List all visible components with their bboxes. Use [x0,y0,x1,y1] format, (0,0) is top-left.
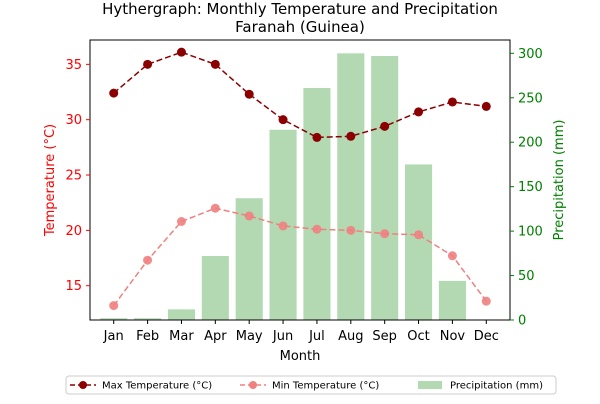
legend-box [65,375,557,395]
precip-bar-nov [438,280,466,320]
legend-marker-max-temp [79,381,87,389]
min-temp-point-oct [414,230,424,240]
y-right-tick-label-0: 0 [518,314,526,329]
precip-bar-apr [201,256,229,320]
y-right-tick-label-200: 200 [518,136,543,151]
precip-bar-aug [337,53,365,320]
x-tick-label-aug: Aug [338,329,363,344]
chart-title-line-2: Faranah (Guinea) [235,18,365,36]
y-left-tick-label-20: 20 [65,224,82,239]
max-temp-point-sep [380,121,390,131]
min-temp-point-dec [481,296,491,306]
min-temp-point-apr [210,203,220,213]
min-temp-point-may [244,211,254,221]
max-temp-point-apr [210,59,220,69]
legend-label-precipitation: Precipitation (mm) [450,381,543,392]
plot-frame [89,39,511,321]
y-right-tick-label-100: 100 [518,225,543,240]
y-left-axis-label: Temperature (°C) [43,124,58,237]
precip-bar-feb [134,318,162,320]
x-tick-label-oct: Oct [407,329,429,344]
x-tick-label-feb: Feb [136,329,159,344]
min-temp-point-sep [380,229,390,239]
x-tick-label-jun: Jun [272,329,293,344]
chart-title: Hythergraph: Monthly Temperature and Pre… [102,0,498,36]
legend-marker-min-temp [249,381,257,389]
max-temp-point-mar [176,47,186,57]
max-temp-point-dec [481,101,491,111]
chart-title-line-1: Hythergraph: Monthly Temperature and Pre… [102,0,498,18]
y-right-tick-label-250: 250 [518,91,543,106]
y-right-tick-label-150: 150 [518,180,543,195]
x-tick-label-dec: Dec [474,329,499,344]
legend-label-max-temp: Max Temperature (°C) [102,381,212,392]
precip-bar-oct [405,164,433,320]
min-temp-point-jul [312,224,322,234]
axes: Jan Feb Mar Apr May Jun Jul Aug Sep Oct Nov Dec 15 20… [43,39,567,364]
min-temp-point-jun [278,221,288,231]
precipitation-bars [100,53,466,320]
max-temp-point-jun [278,115,288,125]
min-temp-point-mar [176,217,186,227]
max-temp-point-jan [109,88,119,98]
max-temp-point-nov [447,97,457,107]
max-temp-line [113,51,487,139]
legend-swatch-precipitation [418,381,442,389]
y-left-tick-label-30: 30 [65,113,82,128]
min-temp-point-nov [447,251,457,261]
precip-bar-sep [371,56,399,320]
x-tick-label-jul: Jul [308,329,325,344]
x-axis-label: Month [280,349,321,364]
y-left-tick-label-25: 25 [65,169,82,184]
precip-bar-mar [167,309,195,320]
y-right-tick-label-50: 50 [518,269,535,284]
max-temp-point-jul [312,132,322,142]
max-temp-point-may [244,89,254,99]
x-tick-label-mar: Mar [169,329,194,344]
max-temp-point-aug [346,131,356,141]
y-left-tick-label-35: 35 [65,58,82,73]
x-tick-label-nov: Nov [440,329,466,344]
legend-label-min-temp: Min Temperature (°C) [272,381,379,392]
legend[interactable]: Max Temperature (°C) Min Temperature (°C)… [65,375,557,395]
min-temp-point-aug [346,225,356,235]
max-temp-point-feb [143,59,153,69]
temperature-lines [109,47,491,311]
precip-bar-jul [303,88,331,320]
precip-bar-jan [100,318,128,320]
min-temp-point-feb [143,255,153,265]
x-tick-label-jan: Jan [103,329,124,344]
y-right-axis-label: Precipitation (mm) [552,120,567,241]
x-tick-label-apr: Apr [204,329,227,344]
max-temp-point-oct [414,107,424,117]
y-right-tick-label-300: 300 [518,47,543,62]
x-tick-label-sep: Sep [372,329,397,344]
y-left-tick-label-15: 15 [65,279,82,294]
x-tick-label-may: May [236,329,263,344]
min-temp-line [113,207,487,307]
min-temp-point-jan [109,301,119,311]
